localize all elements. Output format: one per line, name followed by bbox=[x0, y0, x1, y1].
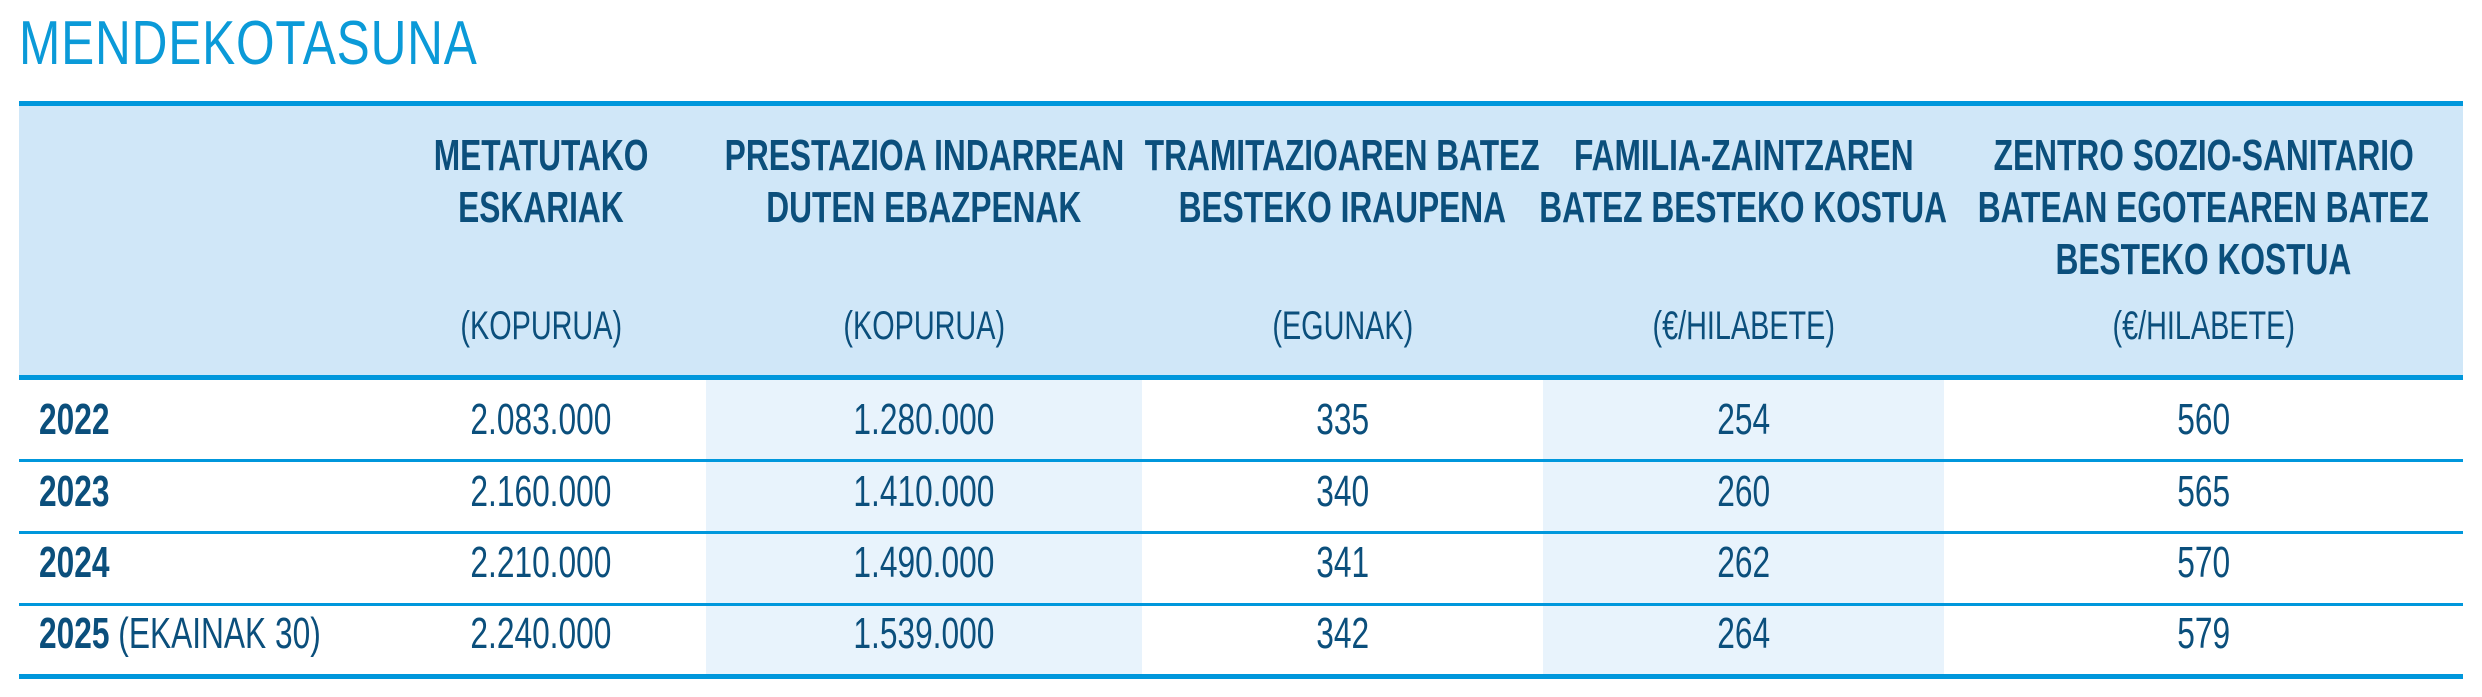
row-divider bbox=[19, 531, 2463, 534]
row-year-label: 2025 (EKAINAK 30) bbox=[39, 609, 321, 658]
row-year-label: 2023 bbox=[39, 467, 110, 516]
row-divider bbox=[19, 459, 2463, 462]
shaded-column-2 bbox=[706, 377, 1142, 676]
header-line: DUTEN EBAZPENAK bbox=[766, 183, 1082, 232]
header-line: METATUTAKO bbox=[433, 131, 649, 180]
header-line: ZENTRO SOZIO-SANITARIO bbox=[1993, 131, 2414, 180]
table-cell: 260 bbox=[1717, 467, 1770, 516]
header-unit: (KOPURUA) bbox=[460, 303, 622, 348]
header-line: BESTEKO KOSTUA bbox=[2055, 235, 2352, 284]
table-cell: 570 bbox=[2177, 538, 2230, 587]
table-cell: 2.160.000 bbox=[470, 467, 612, 516]
table-top-border bbox=[19, 101, 2463, 106]
table-cell: 264 bbox=[1717, 609, 1770, 658]
header-line: BATEZ BESTEKO KOSTUA bbox=[1539, 183, 1948, 232]
table-cell: 565 bbox=[2177, 467, 2230, 516]
page-title: MENDEKOTASUNA bbox=[19, 9, 478, 78]
row-year-label: 2024 bbox=[39, 538, 110, 587]
row-year-label: 2022 bbox=[39, 395, 110, 444]
header-line: ESKARIAK bbox=[458, 183, 624, 232]
table-cell: 335 bbox=[1316, 395, 1369, 444]
header-unit: (EGUNAK) bbox=[1272, 303, 1413, 348]
table-cell: 560 bbox=[2177, 395, 2230, 444]
table-cell: 342 bbox=[1316, 609, 1369, 658]
header-line: TRAMITAZIOAREN BATEZ bbox=[1145, 131, 1540, 180]
header-bottom-border bbox=[19, 375, 2463, 380]
shaded-column-4 bbox=[1543, 377, 1944, 676]
table-cell: 2.083.000 bbox=[470, 395, 612, 444]
table-cell: 1.490.000 bbox=[853, 538, 995, 587]
header-line: FAMILIA-ZAINTZAREN bbox=[1573, 131, 1914, 180]
table-cell: 262 bbox=[1717, 538, 1770, 587]
table-cell: 1.539.000 bbox=[853, 609, 995, 658]
table-cell: 579 bbox=[2177, 609, 2230, 658]
header-unit: (€/HILABETE) bbox=[1652, 303, 1835, 348]
table-cell: 341 bbox=[1316, 538, 1369, 587]
table-header-background bbox=[19, 103, 2463, 377]
table-cell: 1.410.000 bbox=[853, 467, 995, 516]
header-unit: (€/HILABETE) bbox=[2112, 303, 2295, 348]
table-cell: 340 bbox=[1316, 467, 1369, 516]
header-unit: (KOPURUA) bbox=[843, 303, 1005, 348]
table-cell: 1.280.000 bbox=[853, 395, 995, 444]
header-line: BESTEKO IRAUPENA bbox=[1178, 183, 1507, 232]
row-divider bbox=[19, 603, 2463, 606]
table-bottom-border bbox=[19, 674, 2463, 679]
header-line: BATEAN EGOTEAREN BATEZ bbox=[1977, 183, 2430, 232]
row-year-note: (EKAINAK 30) bbox=[118, 609, 321, 658]
table-cell: 254 bbox=[1717, 395, 1770, 444]
table-cell: 2.210.000 bbox=[470, 538, 612, 587]
header-line: PRESTAZIOA INDARREAN bbox=[724, 131, 1124, 180]
table-cell: 2.240.000 bbox=[470, 609, 612, 658]
